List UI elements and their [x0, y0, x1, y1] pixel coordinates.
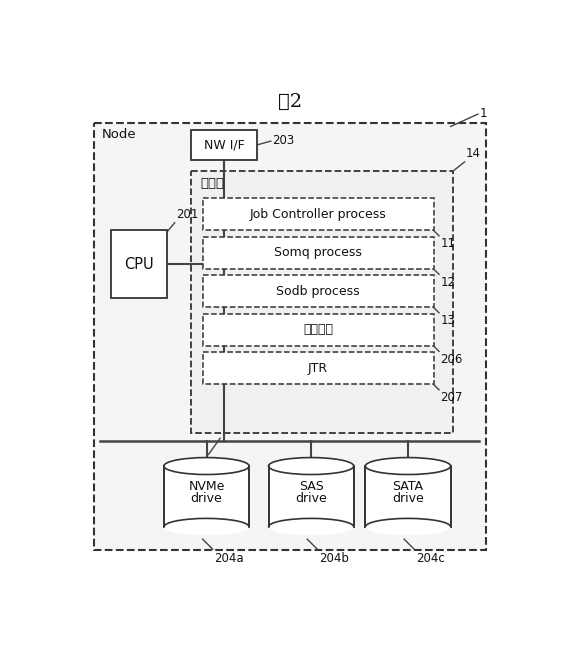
Ellipse shape	[269, 518, 354, 535]
Text: 14: 14	[466, 147, 481, 161]
Bar	[365, 466, 451, 527]
Text: 11: 11	[441, 237, 455, 250]
Bar	[111, 230, 167, 298]
Text: 1: 1	[479, 107, 487, 120]
Text: 203: 203	[272, 134, 295, 147]
Text: SATA: SATA	[392, 480, 424, 493]
Text: drive: drive	[392, 492, 424, 505]
Text: SAS: SAS	[299, 480, 324, 493]
Text: 201: 201	[176, 208, 198, 221]
Text: 204c: 204c	[416, 553, 445, 565]
Text: Sodb process: Sodb process	[276, 285, 360, 298]
Text: Somq process: Somq process	[274, 246, 362, 260]
Text: 204b: 204b	[319, 553, 349, 565]
Text: 12: 12	[441, 276, 455, 289]
Ellipse shape	[164, 518, 249, 535]
Text: 障害処理: 障害処理	[303, 323, 333, 337]
Text: JTR: JTR	[308, 362, 328, 375]
Text: NVMe: NVMe	[188, 480, 225, 493]
Bar	[202, 352, 434, 385]
Bar	[94, 122, 485, 550]
Text: drive: drive	[191, 492, 222, 505]
Ellipse shape	[269, 458, 354, 474]
Text: 13: 13	[441, 314, 455, 327]
Ellipse shape	[365, 458, 451, 474]
Bar	[164, 466, 249, 527]
Ellipse shape	[164, 458, 249, 474]
Text: メモリ: メモリ	[200, 177, 225, 190]
Text: Job Controller process: Job Controller process	[249, 208, 387, 221]
Bar	[191, 130, 257, 160]
Text: NW I/F: NW I/F	[204, 138, 244, 151]
Ellipse shape	[365, 518, 451, 535]
Bar	[202, 198, 434, 230]
Bar	[202, 314, 434, 346]
Text: 207: 207	[441, 391, 463, 404]
Bar	[202, 275, 434, 308]
Text: Node: Node	[102, 128, 137, 141]
Text: drive: drive	[295, 492, 327, 505]
Bar	[269, 466, 354, 527]
Bar	[202, 237, 434, 269]
Text: 206: 206	[441, 353, 463, 366]
Text: 204a: 204a	[214, 553, 244, 565]
Text: 図2: 図2	[278, 93, 302, 111]
Text: CPU: CPU	[124, 257, 154, 272]
Bar	[191, 171, 453, 433]
Text: 205: 205	[175, 458, 197, 470]
